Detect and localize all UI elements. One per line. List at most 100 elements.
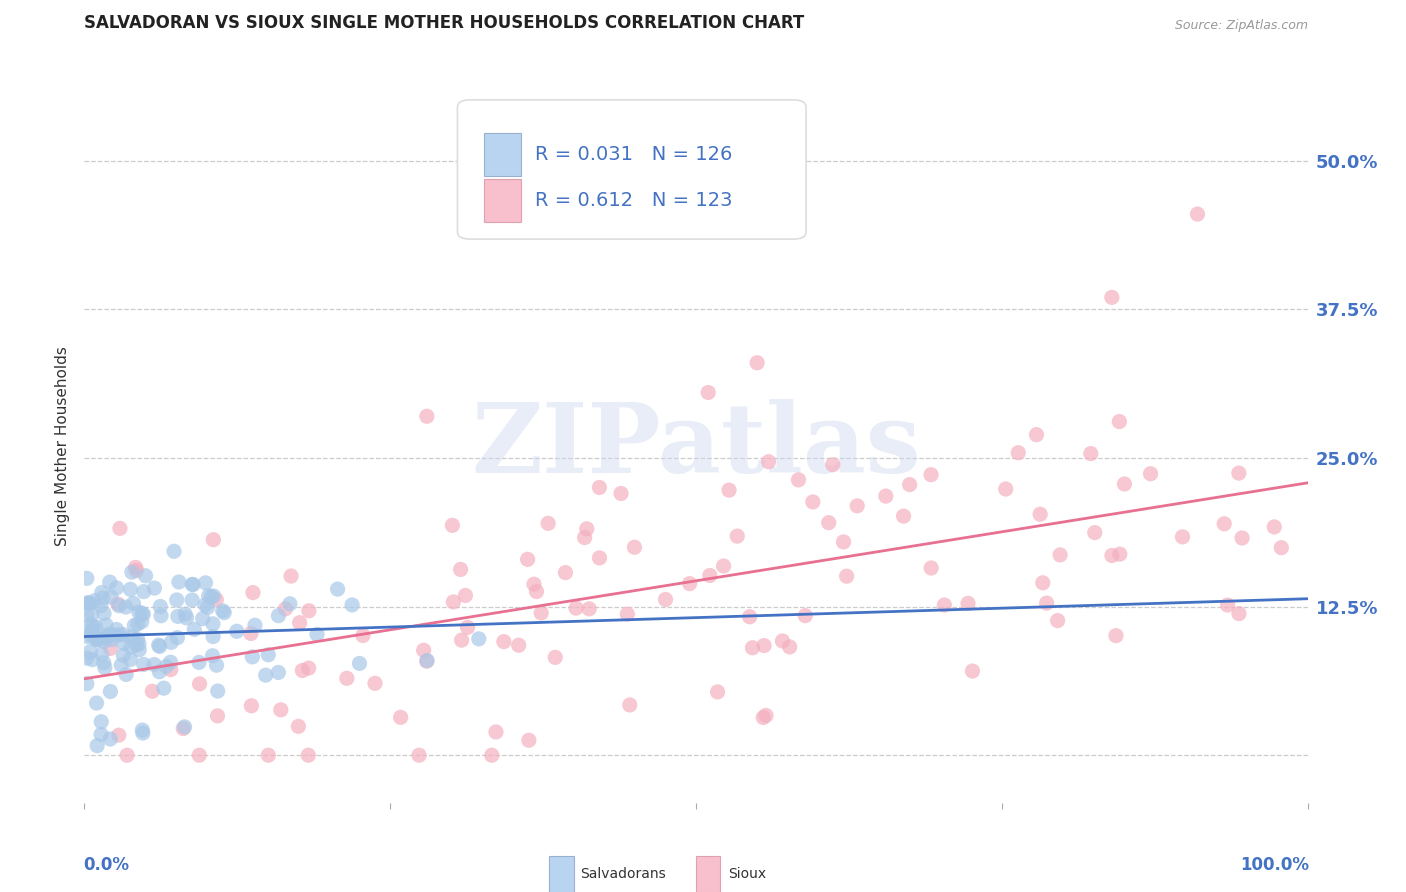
Point [242, 585, 264, 599]
Point [326, 582, 349, 596]
Point [298, 604, 321, 618]
Point [957, 596, 980, 610]
Point [115, 667, 138, 681]
Point [79, 617, 101, 632]
Point [76, 677, 98, 691]
Point [159, 663, 181, 677]
Point [485, 725, 508, 739]
Point [1007, 446, 1029, 460]
Point [79, 644, 101, 658]
Point [408, 748, 430, 763]
Point [167, 574, 190, 589]
Point [1035, 596, 1057, 610]
Point [492, 634, 515, 648]
Point [84, 620, 107, 634]
Point [254, 668, 277, 682]
Point [90, 727, 112, 741]
Point [574, 531, 596, 545]
Point [207, 709, 229, 723]
Point [135, 568, 157, 582]
Point [468, 632, 491, 646]
Point [202, 589, 225, 603]
Point [181, 577, 204, 591]
Point [108, 628, 131, 642]
Point [173, 720, 195, 734]
Point [200, 590, 222, 604]
Point [148, 638, 170, 652]
Point [86, 739, 108, 753]
Point [82, 653, 104, 667]
Point [441, 595, 464, 609]
Point [565, 601, 588, 615]
Point [131, 607, 153, 621]
Point [1084, 525, 1107, 540]
Point [962, 664, 984, 678]
Point [128, 642, 150, 657]
Point [1187, 207, 1209, 221]
Bar [484, 133, 522, 176]
Point [718, 483, 741, 497]
Point [202, 533, 225, 547]
Point [270, 703, 292, 717]
Point [920, 561, 942, 575]
Point [194, 575, 217, 590]
Point [516, 552, 538, 566]
Point [212, 606, 235, 620]
Point [654, 592, 676, 607]
Point [1025, 427, 1047, 442]
Point [287, 719, 309, 733]
Point [481, 748, 503, 763]
Point [257, 648, 280, 662]
Point [240, 698, 263, 713]
Point [1101, 290, 1123, 304]
Point [127, 617, 149, 632]
Point [132, 607, 155, 622]
Point [297, 748, 319, 763]
Point [280, 569, 302, 583]
Point [526, 584, 548, 599]
Point [141, 684, 163, 698]
Point [267, 608, 290, 623]
Point [82, 623, 104, 637]
Point [1213, 516, 1236, 531]
Point [86, 632, 108, 647]
Point [741, 640, 763, 655]
Point [110, 658, 132, 673]
Point [821, 458, 844, 472]
Point [197, 589, 219, 603]
FancyBboxPatch shape [457, 100, 806, 239]
Text: Sioux: Sioux [728, 867, 766, 881]
Point [188, 656, 211, 670]
Point [115, 600, 138, 615]
Point [340, 598, 363, 612]
Point [188, 748, 211, 763]
Text: SALVADORAN VS SIOUX SINGLE MOTHER HOUSEHOLDS CORRELATION CHART: SALVADORAN VS SIOUX SINGLE MOTHER HOUSEH… [84, 14, 804, 32]
Point [267, 665, 290, 680]
Point [779, 640, 801, 654]
Point [132, 726, 155, 740]
Point [1108, 547, 1130, 561]
Point [752, 710, 775, 724]
Point [163, 544, 186, 558]
Point [120, 652, 142, 666]
Point [172, 722, 194, 736]
Point [80, 624, 103, 639]
Point [725, 529, 748, 543]
Bar [484, 179, 522, 222]
Point [588, 550, 610, 565]
Point [98, 627, 121, 641]
Point [105, 581, 128, 595]
Point [121, 565, 143, 579]
Point [90, 714, 112, 729]
Point [120, 640, 142, 654]
Point [80, 629, 103, 643]
Point [128, 605, 150, 619]
Bar [550, 856, 574, 892]
Point [747, 356, 769, 370]
Point [530, 606, 553, 620]
Point [1080, 447, 1102, 461]
Point [537, 516, 560, 531]
Point [131, 615, 153, 629]
Point [159, 655, 181, 669]
Point [412, 643, 434, 657]
